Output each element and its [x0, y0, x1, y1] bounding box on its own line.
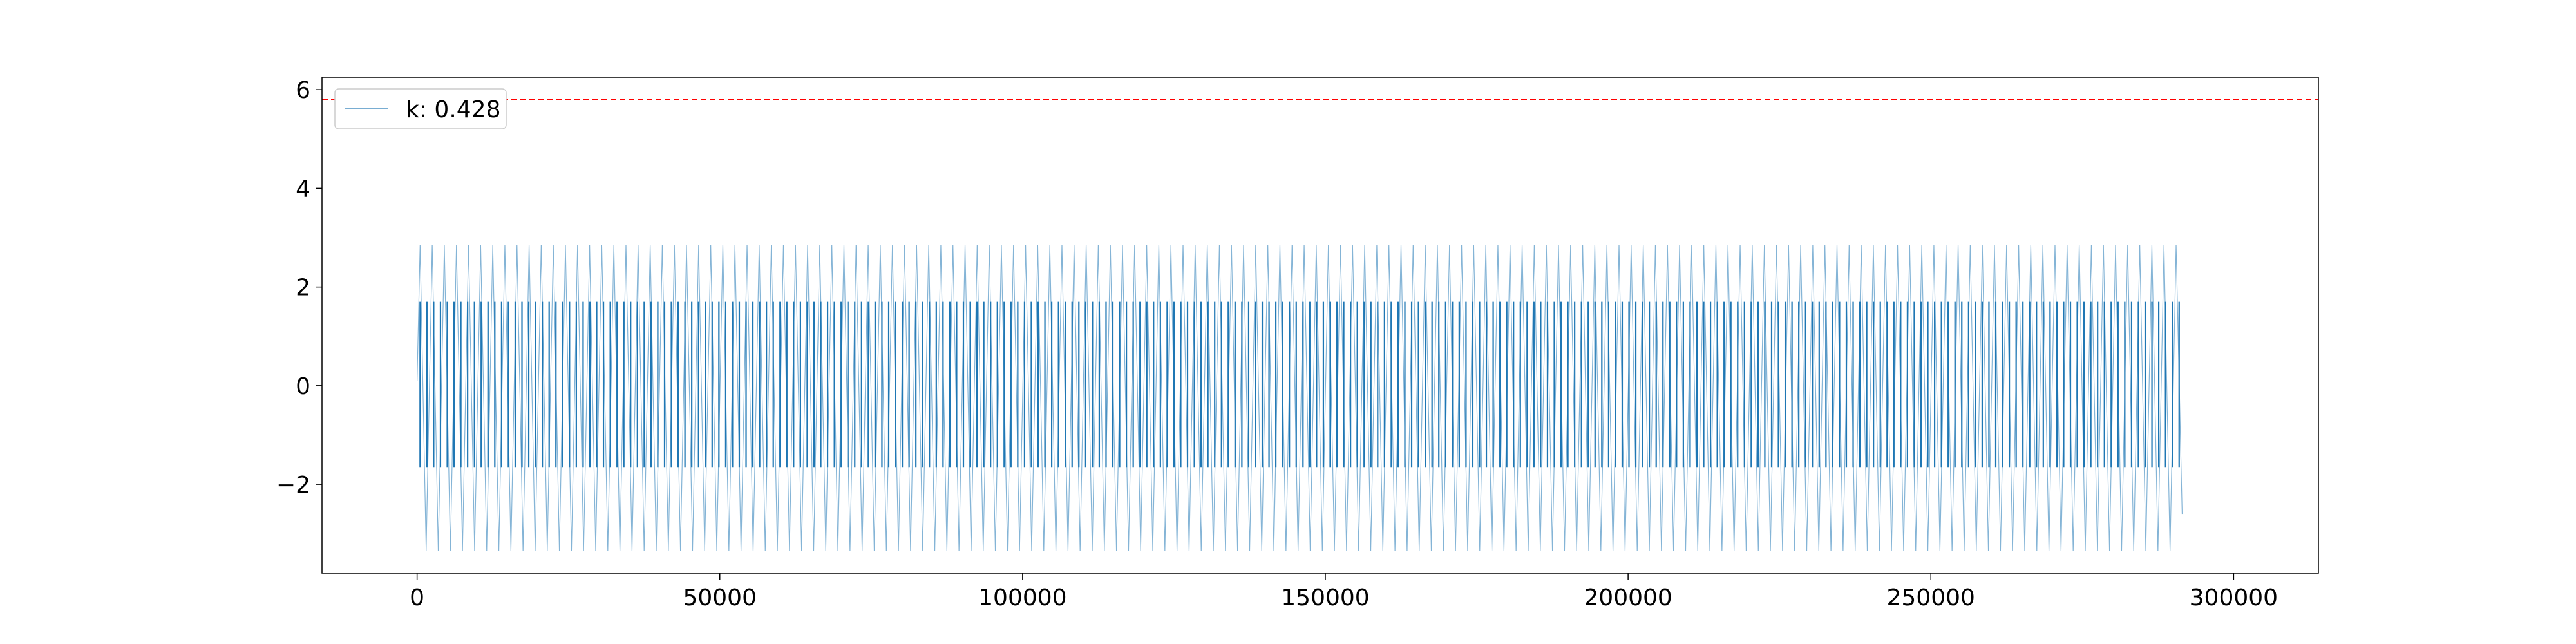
x-tick-label: 0	[410, 585, 424, 611]
y-tick-label: 4	[296, 176, 310, 202]
x-tick-label: 250000	[1887, 585, 1975, 611]
y-tick-label: 0	[296, 374, 310, 400]
x-tick-label: 50000	[683, 585, 757, 611]
legend: k: 0.428	[334, 88, 507, 129]
x-tick-label: 200000	[1584, 585, 1672, 611]
x-tick-label: 300000	[2190, 585, 2278, 611]
series-signal-envelope	[417, 245, 2183, 551]
y-tick-label: −2	[276, 472, 310, 498]
y-tick-label: 2	[296, 275, 310, 301]
x-tick-label: 150000	[1281, 585, 1369, 611]
legend-label: k: 0.428	[406, 97, 500, 123]
plot-area	[322, 99, 2318, 551]
legend-box	[334, 88, 507, 129]
x-tick-label: 100000	[978, 585, 1066, 611]
x-axis: 0 50000 100000 150000 200000 250000 300000	[410, 573, 2278, 611]
axes-frame	[321, 77, 2319, 574]
y-axis: −2 0 2 4 6	[276, 77, 322, 498]
y-tick-label: 6	[296, 77, 310, 104]
